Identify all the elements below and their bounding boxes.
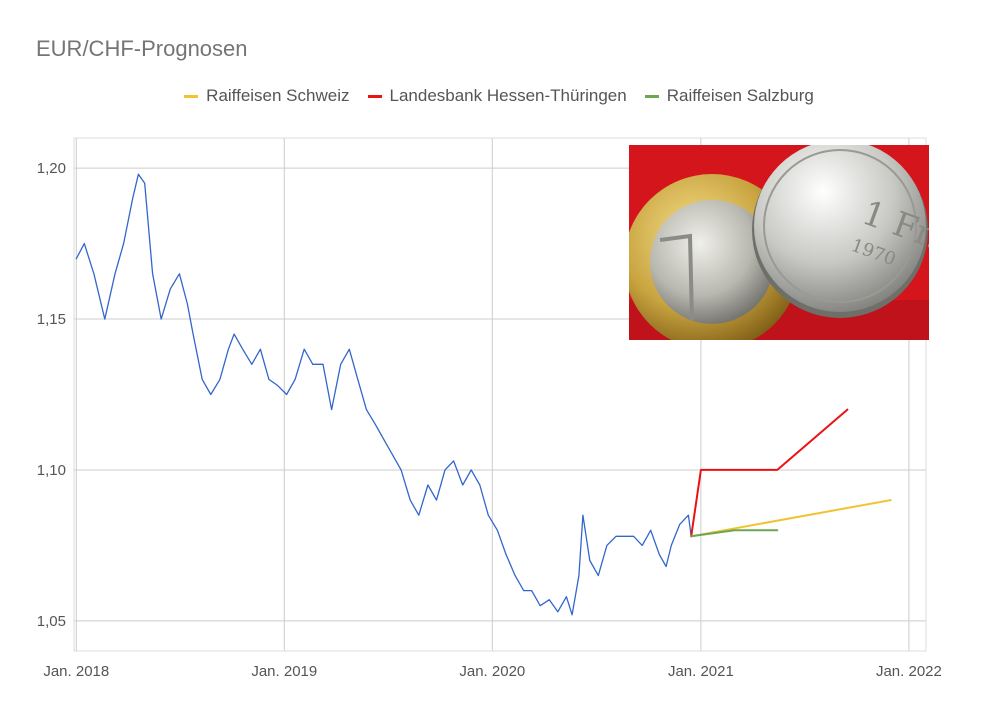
x-axis-labels: Jan. 2018 Jan. 2019 Jan. 2020 Jan. 2021 Jan.… xyxy=(43,663,942,680)
coins-photo: 1 Fr. 1970 xyxy=(629,145,929,340)
plot-frame xyxy=(73,137,927,652)
series-line-eur-chf-history xyxy=(75,173,692,616)
x-tick-label: Jan. 2019 xyxy=(251,663,317,680)
legend-swatch-raiffeisen-schweiz xyxy=(184,94,199,98)
legend-item-landesbank-hessen-thueringen[interactable]: Landesbank Hessen-Thüringen xyxy=(367,86,627,106)
x-tick-label: Jan. 2021 xyxy=(668,663,734,680)
x-tick-label: Jan. 2020 xyxy=(459,663,525,680)
legend-label-raiffeisen-schweiz: Raiffeisen Schweiz xyxy=(206,86,350,105)
chart-title: EUR/CHF-Prognosen xyxy=(36,36,248,61)
gridlines xyxy=(73,137,927,652)
y-tick-label: 1,15 xyxy=(37,311,66,328)
legend-label-landesbank: Landesbank Hessen-Thüringen xyxy=(389,86,627,105)
legend-label-raiffeisen-salzburg: Raiffeisen Salzburg xyxy=(666,86,814,105)
series-line-landesbank-hessen-th-ringen xyxy=(690,408,849,538)
series-line-raiffeisen-salzburg xyxy=(690,529,779,538)
legend-swatch-landesbank xyxy=(367,94,382,98)
series xyxy=(75,173,892,616)
y-tick-label: 1,10 xyxy=(37,462,66,479)
x-tick-label: Jan. 2022 xyxy=(876,663,942,680)
y-axis-labels: 1,05 1,10 1,15 1,20 xyxy=(37,160,66,630)
legend: Raiffeisen Schweiz Landesbank Hessen-Thü… xyxy=(0,86,998,106)
series-line-raiffeisen-schweiz xyxy=(690,499,892,538)
legend-item-raiffeisen-salzburg[interactable]: Raiffeisen Salzburg xyxy=(644,86,814,106)
y-tick-label: 1,05 xyxy=(37,613,66,630)
x-tick-label: Jan. 2018 xyxy=(43,663,109,680)
legend-swatch-raiffeisen-salzburg xyxy=(644,94,659,98)
legend-item-raiffeisen-schweiz[interactable]: Raiffeisen Schweiz xyxy=(184,86,350,106)
y-tick-label: 1,20 xyxy=(37,160,66,177)
